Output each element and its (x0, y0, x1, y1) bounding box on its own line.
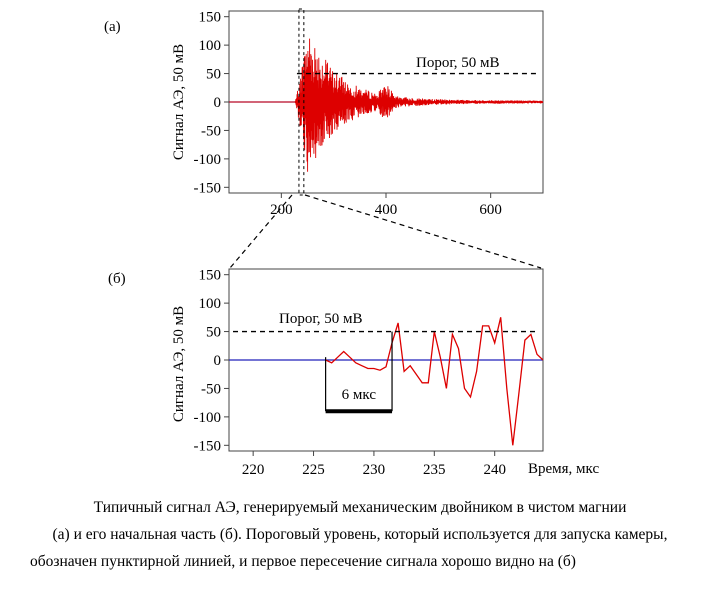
panel-b-signal (325, 317, 544, 446)
y-tick-label: 0 (214, 353, 222, 369)
y-tick-label: 150 (199, 268, 222, 284)
panel-a-threshold-label: Порог, 50 мВ (416, 55, 500, 71)
caption-line-3: обозначен пунктирной линией, и первое пе… (30, 553, 576, 570)
panel-a-zoom-box (298, 8, 305, 196)
x-tick-label: 600 (479, 202, 502, 218)
zoom-connector-left (229, 194, 293, 269)
panel-b-threshold-label: Порог, 50 мВ (279, 311, 363, 327)
y-tick-label: -150 (194, 180, 222, 196)
panel-b-ylabel: Сигнал АЭ, 50 мВ (171, 306, 187, 422)
y-tick-label: -50 (201, 123, 221, 139)
y-tick-label: -50 (201, 381, 221, 397)
panel-a: (а) 150 100 50 0 -50 -100 -150 200 400 600 Порог… (104, 8, 544, 218)
y-tick-label: 150 (199, 10, 222, 26)
x-tick-label: 235 (423, 462, 446, 478)
x-tick-label: 230 (363, 462, 386, 478)
y-tick-label: -150 (194, 438, 222, 454)
y-tick-label: 100 (199, 38, 222, 54)
duration-label: 6 мкс (342, 387, 377, 403)
caption-line-2: (а) и его начальная часть (б). Пороговый… (52, 526, 668, 543)
caption-line-1: Типичный сигнал АЭ, генерируемый механич… (93, 499, 627, 516)
x-tick-label: 400 (375, 202, 398, 218)
zoom-connector-right (304, 194, 542, 269)
x-tick-label: 225 (302, 462, 325, 478)
x-tick-label: 200 (270, 202, 293, 218)
panel-a-label: (а) (104, 19, 121, 35)
duration-annotation: 6 мкс (325, 331, 393, 414)
y-tick-label: 100 (199, 296, 222, 312)
panel-b: (б) 150 100 50 0 -50 -100 -150 220 225 230 235 240… (108, 268, 599, 478)
panel-b-xlabel: Время, мкс (528, 461, 599, 477)
y-tick-label: -100 (194, 410, 222, 426)
panel-b-label: (б) (108, 271, 126, 287)
y-tick-label: 50 (206, 325, 221, 341)
x-tick-label: 220 (242, 462, 265, 478)
panel-a-ylabel: Сигнал АЭ, 50 мВ (171, 44, 187, 160)
x-tick-label: 240 (483, 462, 506, 478)
y-tick-label: -100 (194, 152, 222, 168)
y-tick-label: 50 (206, 67, 221, 83)
y-tick-label: 0 (214, 95, 222, 111)
panel-a-signal (229, 38, 544, 172)
